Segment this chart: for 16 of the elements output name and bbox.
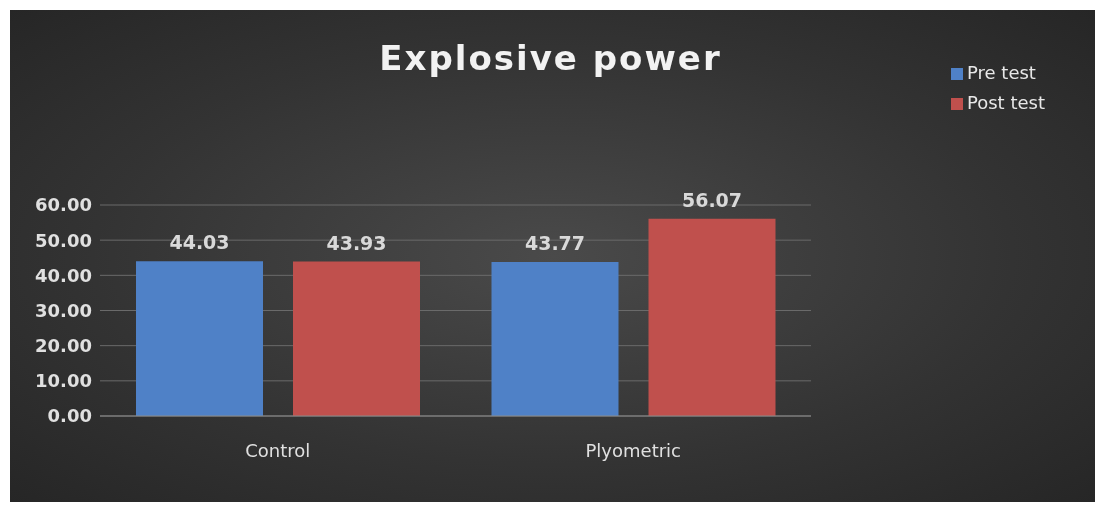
legend-label: Pre test xyxy=(967,62,1036,83)
y-tick-label: 60.00 xyxy=(35,194,92,216)
data-label: 44.03 xyxy=(169,231,230,254)
y-tick-label: 50.00 xyxy=(35,229,92,251)
data-label: 43.77 xyxy=(524,232,586,255)
y-tick-label: 20.00 xyxy=(35,335,92,357)
chart-title: Explosive power xyxy=(379,38,722,78)
data-label: 43.93 xyxy=(326,231,387,254)
data-label: 56.07 xyxy=(681,188,743,211)
legend-label: Post test xyxy=(967,92,1045,113)
y-tick-label: 10.00 xyxy=(35,370,92,392)
y-tick-label: 0.00 xyxy=(47,405,92,427)
x-tick-label: Plyometric xyxy=(585,439,681,461)
y-tick-label: 30.00 xyxy=(35,299,92,321)
y-tick-label: 40.00 xyxy=(35,264,92,286)
x-tick-label: Control xyxy=(245,439,311,461)
